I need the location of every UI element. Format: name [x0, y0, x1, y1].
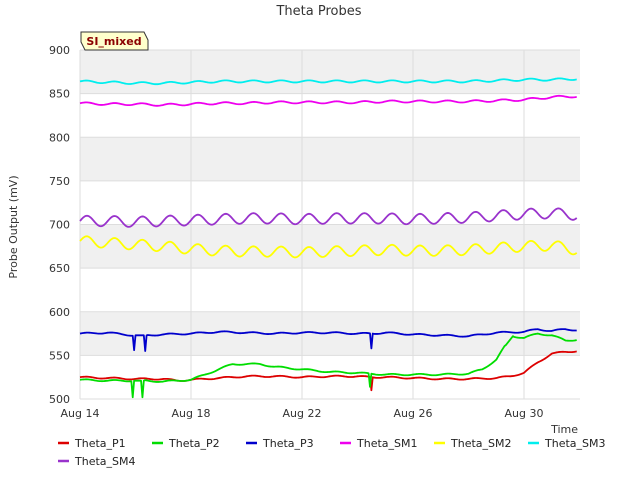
series-lines: [79, 77, 578, 399]
x-tick-label: Aug 30: [505, 407, 544, 420]
legend-item-theta-sm4: Theta_SM4: [58, 455, 135, 468]
legend-item-theta-sm3: Theta_SM3: [528, 437, 605, 450]
plot-band: [80, 50, 580, 94]
plot-band: [80, 224, 580, 269]
y-tick-label: 650: [49, 262, 70, 275]
series-line-theta-p1: [79, 350, 577, 392]
y-tick-label: 800: [49, 131, 70, 144]
x-axis-label: Time: [550, 423, 578, 436]
legend-item-theta-p3: Theta_P3: [246, 437, 314, 450]
series-line-theta-sm3: [79, 77, 577, 86]
y-tick-label: 750: [49, 175, 70, 188]
plot-band: [80, 137, 580, 181]
si-mixed-badge: SI_mixed: [80, 31, 149, 51]
series-line-theta-sm4: [79, 207, 578, 228]
series-line-theta-p3: [79, 328, 577, 352]
x-tick-label: Aug 22: [283, 407, 322, 420]
legend: Theta_P1 Theta_P2 Theta_P3 Theta_SM1 Theta_S…: [58, 437, 605, 468]
legend-label: Theta_SM1: [356, 437, 417, 450]
x-tick-label: Aug 26: [394, 407, 433, 420]
plot-band: [80, 268, 580, 312]
chart-title: Theta Probes: [275, 4, 361, 19]
badge-shape: [80, 31, 149, 51]
legend-item-theta-sm1: Theta_SM1: [340, 437, 417, 450]
series-line-theta-sm1: [79, 94, 577, 107]
y-tick-label: 500: [49, 393, 70, 406]
x-tick-labels: Aug 14 Aug 18 Aug 22 Aug 26 Aug 30: [61, 407, 544, 420]
legend-label: Theta_P2: [168, 437, 220, 450]
x-tick-label: Aug 18: [172, 407, 211, 420]
y-tick-labels: 500 550 600 650 700 750 800 850 900: [49, 44, 70, 406]
y-tick-label: 700: [49, 219, 70, 232]
series-line-theta-p2: [79, 332, 577, 399]
legend-item-theta-p2: Theta_P2: [152, 437, 220, 450]
legend-label: Theta_SM2: [450, 437, 511, 450]
legend-label: Theta_SM3: [544, 437, 605, 450]
legend-label: Theta_SM4: [74, 455, 135, 468]
y-tick-label: 550: [49, 349, 70, 362]
badge-label: SI_mixed: [86, 35, 141, 48]
grid-lines: [79, 49, 580, 400]
legend-item-theta-sm2: Theta_SM2: [434, 437, 511, 450]
x-tick-label: Aug 14: [61, 407, 100, 420]
legend-item-theta-p1: Theta_P1: [58, 437, 126, 450]
y-tick-label: 850: [49, 88, 70, 101]
y-tick-label: 900: [49, 44, 70, 57]
legend-label: Theta_P3: [262, 437, 314, 450]
legend-label: Theta_P1: [74, 437, 126, 450]
series-line-theta-sm2: [79, 235, 578, 259]
y-tick-label: 600: [49, 306, 70, 319]
y-axis-label: Probe Output (mV): [7, 175, 20, 278]
